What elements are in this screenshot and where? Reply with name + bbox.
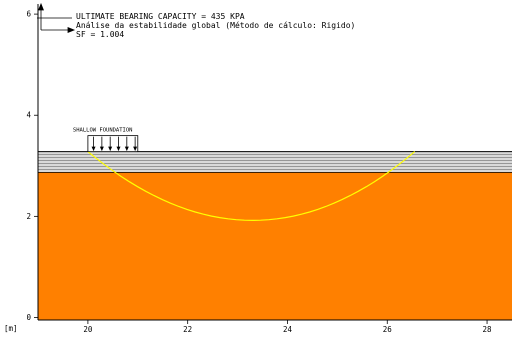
load-arrow-head (91, 146, 96, 152)
foundation-block (87, 135, 139, 153)
load-arrow-head (99, 146, 104, 152)
foundation-label: SHALLOW FOUNDATION (73, 128, 133, 134)
upper-soil-layer (38, 151, 512, 173)
load-arrow-head (133, 146, 138, 152)
header-arrow-icon (37, 2, 76, 33)
bearing-capacity-title: ULTIMATE BEARING CAPACITY = 435 KPA (76, 12, 245, 21)
y-tick-label: 6 (26, 10, 31, 19)
soil-profile (38, 151, 512, 320)
x-tick-label: 28 (483, 325, 493, 334)
lower-soil-layer (38, 172, 512, 320)
x-tick-label: 24 (283, 325, 293, 334)
analysis-description: Análise da estabilidade global (Método d… (76, 20, 355, 30)
y-axis-ticks: 0 2 4 6 (26, 10, 38, 322)
x-tick-label: 22 (183, 325, 192, 334)
shallow-foundation: SHALLOW FOUNDATION (73, 128, 139, 153)
load-arrow-head (116, 146, 121, 152)
foundation-load-arrows (91, 136, 138, 152)
x-axis-ticks: 20 22 24 26 28 (83, 320, 492, 334)
safety-factor-label: SF = 1.004 (76, 30, 124, 39)
y-tick-label: 4 (26, 111, 31, 120)
load-arrow-head (108, 146, 113, 152)
y-tick-label: 0 (26, 313, 31, 322)
x-tick-label: 26 (383, 325, 393, 334)
upper-soil-hatching (38, 154, 512, 173)
critical-slip-surface (87, 151, 416, 222)
axis-unit-label: [m] (4, 324, 18, 333)
y-tick-label: 2 (26, 212, 31, 221)
load-arrow-head (124, 146, 129, 152)
x-tick-label: 20 (83, 325, 93, 334)
